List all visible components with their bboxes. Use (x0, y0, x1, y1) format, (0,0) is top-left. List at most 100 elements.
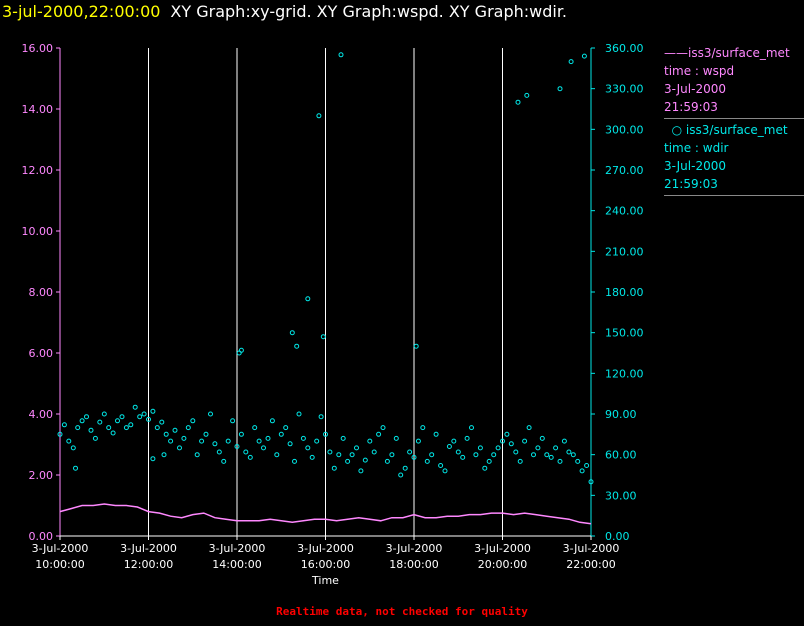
left-tick-label: 4.00 (29, 408, 54, 421)
legend: ——iss3/surface_met time : wspd 3-Jul-200… (664, 44, 804, 198)
wdir-point (486, 458, 492, 464)
wdir-point (508, 441, 514, 447)
right-tick-label: 360.00 (605, 42, 644, 55)
wdir-point (203, 431, 209, 437)
wdir-point (548, 454, 554, 460)
wdir-point (495, 445, 501, 451)
wdir-point (274, 452, 280, 458)
wdir-point (61, 422, 67, 428)
wdir-point (557, 86, 563, 92)
wdir-point (340, 435, 346, 441)
wdir-point (323, 431, 328, 437)
wdir-point (150, 408, 156, 414)
wdir-point (429, 452, 435, 458)
wdir-point (79, 418, 85, 424)
wdir-point (137, 414, 143, 420)
x-tick-label-time: 20:00:00 (478, 558, 527, 571)
wdir-point (252, 425, 258, 431)
x-tick-label-time: 18:00:00 (389, 558, 438, 571)
legend-date: 3-Jul-2000 (664, 159, 726, 173)
wdir-point (561, 438, 567, 444)
line-marker-icon: —— (664, 46, 688, 60)
wdir-point (517, 458, 523, 464)
wdir-point (354, 445, 359, 451)
x-tick-label-date: 3-Jul-2000 (120, 542, 177, 555)
wdir-point (185, 425, 191, 431)
wdir-point (345, 458, 351, 464)
right-tick-label: 90.00 (605, 408, 637, 421)
wdir-point (380, 425, 386, 431)
legend-date: 3-Jul-2000 (664, 82, 726, 96)
wdir-point (570, 452, 576, 458)
quality-notice: Realtime data, not checked for quality (276, 605, 528, 618)
wspd-series-line (59, 503, 592, 525)
wdir-point (581, 53, 587, 59)
wdir-point (88, 427, 94, 433)
wdir-point (455, 449, 461, 455)
wdir-point (413, 343, 419, 349)
wdir-point (278, 431, 284, 437)
x-tick-label-time: 12:00:00 (124, 558, 173, 571)
right-tick-label: 150.00 (605, 327, 644, 340)
wdir-point (513, 449, 519, 455)
wdir-point (320, 334, 326, 340)
wdir-point (438, 463, 444, 468)
legend-entry-wspd[interactable]: ——iss3/surface_met time : wspd 3-Jul-200… (664, 44, 804, 119)
right-tick-label: 60.00 (605, 449, 637, 462)
wdir-point (265, 435, 271, 441)
wdir-point (477, 445, 483, 451)
wdir-point (568, 59, 574, 65)
wdir-point (84, 414, 89, 420)
legend-variable: time : wspd (664, 64, 735, 78)
wdir-point (110, 430, 116, 436)
wdir-point (331, 465, 337, 471)
wdir-point (212, 441, 218, 447)
wdir-point (407, 449, 413, 455)
wdir-point (119, 414, 125, 420)
legend-time: 21:59:03 (664, 177, 718, 191)
wdir-point (504, 431, 510, 437)
wdir-point (132, 404, 138, 410)
right-tick-label: 30.00 (605, 489, 637, 502)
wdir-point (393, 435, 399, 441)
right-tick-label: 240.00 (605, 205, 644, 218)
wdir-point (433, 431, 439, 437)
wdir-point (389, 452, 395, 458)
wdir-point (469, 425, 474, 431)
left-tick-label: 0.00 (29, 530, 54, 543)
wdir-point (338, 52, 344, 58)
wdir-point (101, 411, 107, 417)
wdir-point (314, 438, 320, 444)
wdir-point (446, 444, 452, 449)
wdir-point (269, 418, 275, 424)
wdir-point (190, 418, 196, 424)
wdir-point (256, 438, 262, 444)
x-tick-label-time: 22:00:00 (566, 558, 615, 571)
wdir-point (294, 343, 300, 349)
wdir-point (544, 452, 550, 458)
wdir-point (316, 113, 322, 119)
wdir-point (531, 452, 536, 458)
wdir-point (92, 435, 98, 441)
graph-titles: XY Graph:xy-grid. XY Graph:wspd. XY Grap… (170, 2, 568, 21)
wdir-point (172, 427, 178, 433)
wdir-point (234, 444, 240, 449)
wdir-point (398, 472, 404, 478)
wdir-point (575, 458, 581, 464)
wdir-point (566, 449, 572, 455)
wdir-point (318, 414, 324, 420)
wdir-point (553, 445, 559, 451)
right-tick-label: 120.00 (605, 367, 644, 380)
legend-entry-wdir[interactable]: ○ iss3/surface_met time : wdir 3-Jul-200… (664, 121, 804, 196)
wdir-point (584, 463, 590, 468)
wdir-point (238, 431, 244, 437)
x-tick-label-date: 3-Jul-2000 (209, 542, 266, 555)
wdir-point (289, 330, 295, 336)
x-tick-label-date: 3-Jul-2000 (563, 542, 620, 555)
wdir-point (194, 452, 200, 458)
wdir-point (163, 431, 169, 437)
wdir-point (199, 438, 205, 444)
wdir-point (305, 445, 311, 451)
wdir-point (482, 465, 488, 471)
wdir-point (420, 425, 426, 431)
